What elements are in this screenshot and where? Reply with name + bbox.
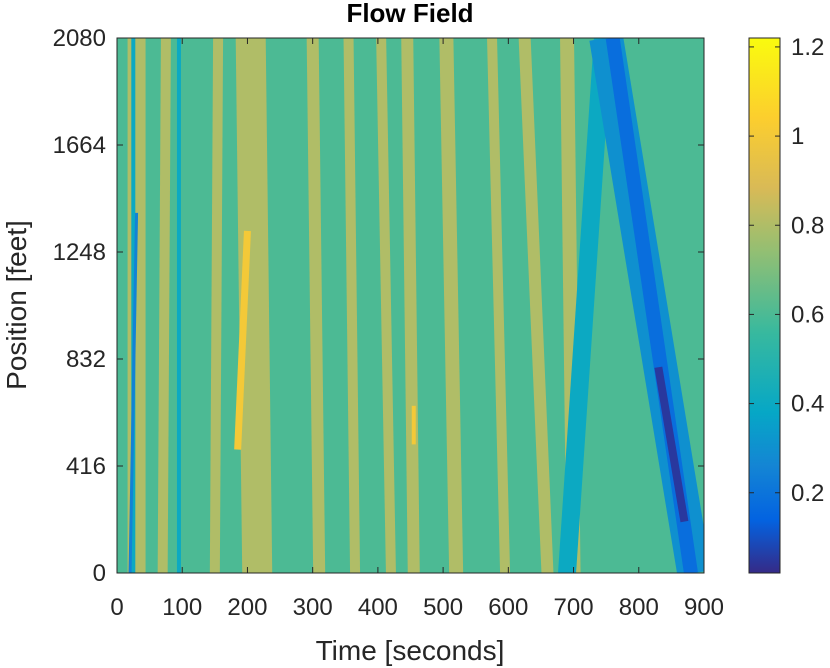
x-axis-ticks: 0 100 200 300 400 500 600 700 800 900 [110, 38, 724, 621]
heatmap-band [235, 38, 273, 573]
y-tick-label: 0 [93, 560, 106, 587]
x-tick-label: 900 [684, 594, 724, 621]
chart-title: Flow Field [346, 0, 473, 28]
heatmap-band [558, 38, 612, 573]
x-tick-label: 600 [488, 594, 528, 621]
x-tick-label: 500 [423, 594, 463, 621]
heatmap-band [343, 38, 361, 573]
plot-frame [116, 37, 705, 574]
heatmap-band [439, 38, 464, 573]
y-tick-label: 1248 [53, 239, 106, 266]
x-tick-label: 300 [293, 594, 333, 621]
heatmap-bands [127, 38, 704, 573]
colorbar-tick-label: 0.4 [791, 391, 824, 418]
colorbar: 0.2 0.4 0.6 0.8 1 1.2 [748, 34, 824, 574]
heatmap-band [487, 38, 511, 573]
x-tick-label: 700 [554, 594, 594, 621]
x-tick-label: 100 [162, 594, 202, 621]
y-axis-label: Position [feet] [1, 220, 32, 390]
x-tick-label: 400 [358, 594, 398, 621]
colorbar-tick-label: 0.8 [791, 212, 824, 239]
x-tick-label: 200 [227, 594, 267, 621]
x-tick-label: 0 [110, 594, 123, 621]
colorbar-tick-label: 0.2 [791, 480, 824, 507]
heatmap-band [401, 38, 420, 573]
heatmap-band [654, 366, 689, 523]
colorbar-ticks: 0.2 0.4 0.6 0.8 1 1.2 [749, 34, 824, 507]
heatmap-band [376, 38, 396, 573]
heatmap-band [209, 38, 224, 573]
colorbar-tick-label: 1 [791, 123, 804, 150]
x-tick-label: 800 [619, 594, 659, 621]
y-tick-label: 2080 [53, 25, 106, 52]
colorbar-tick-label: 0.6 [791, 301, 824, 328]
heatmap-band [306, 38, 326, 573]
y-tick-label: 416 [66, 453, 106, 480]
heatmap-band [518, 38, 554, 573]
colorbar-gradient [748, 37, 781, 574]
y-axis-ticks: 0 416 832 1248 1664 2080 [53, 25, 704, 587]
heatmap-band [234, 230, 251, 450]
colorbar-tick-label: 1.2 [791, 34, 824, 61]
y-tick-label: 1664 [53, 132, 106, 159]
heatmap [117, 38, 704, 573]
heatmap-band [157, 38, 171, 573]
heatmap-band [128, 212, 139, 573]
x-axis-label: Time [seconds] [316, 635, 505, 666]
y-tick-label: 832 [66, 346, 106, 373]
